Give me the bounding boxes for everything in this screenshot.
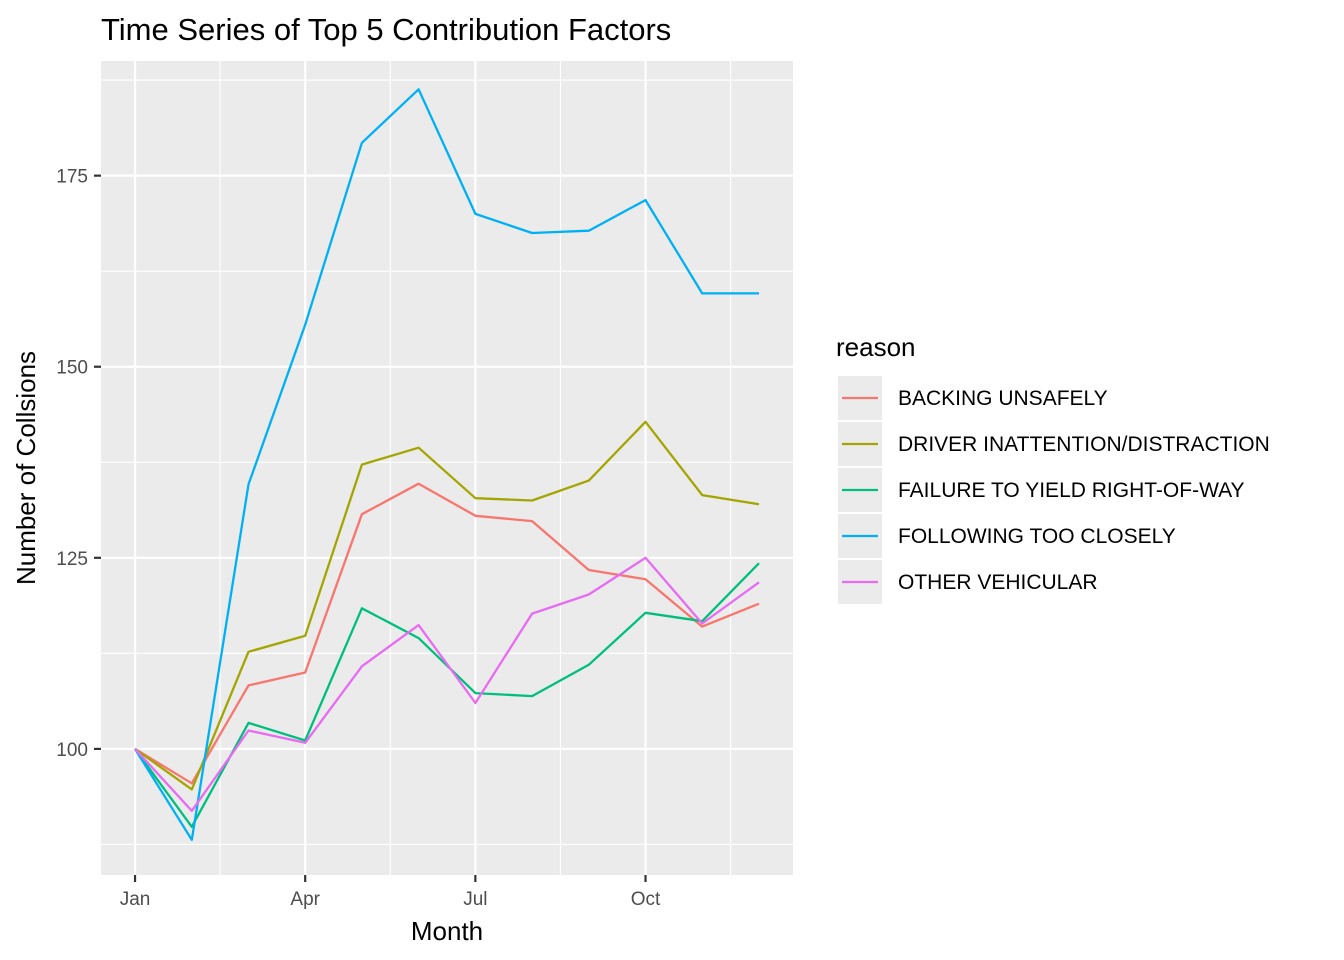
x-axis: Jan Apr Jul Oct <box>120 875 661 910</box>
y-tick-label: 125 <box>56 549 88 570</box>
x-axis-title: Month <box>411 916 483 946</box>
legend-title: reason <box>836 332 916 362</box>
series-line <box>134 482 760 785</box>
y-axis: 100 125 150 175 <box>56 167 101 761</box>
x-tick-label: Oct <box>631 889 661 910</box>
series-line <box>134 420 760 791</box>
y-axis-title: Number of Collsions <box>11 351 41 585</box>
x-tick-label: Apr <box>290 889 320 910</box>
legend-label: OTHER VEHICULAR <box>898 571 1098 594</box>
y-tick-label: 100 <box>56 740 88 761</box>
legend-label: FAILURE TO YIELD RIGHT-OF-WAY <box>898 479 1245 502</box>
legend-label: FOLLOWING TOO CLOSELY <box>898 525 1176 548</box>
y-tick-label: 150 <box>56 358 88 379</box>
legend-label: DRIVER INATTENTION/DISTRACTION <box>898 433 1270 456</box>
legend-item: FOLLOWING TOO CLOSELY <box>838 514 1176 558</box>
legend-item: BACKING UNSAFELY <box>838 376 1108 420</box>
legend-item: OTHER VEHICULAR <box>838 560 1098 604</box>
series-line <box>134 88 759 841</box>
legend: reason BACKING UNSAFELY DRIVER INATTENTIO… <box>836 332 1270 604</box>
x-tick-label: Jan <box>120 889 151 910</box>
chart-title: Time Series of Top 5 Contribution Factor… <box>101 12 671 47</box>
legend-item: FAILURE TO YIELD RIGHT-OF-WAY <box>838 468 1245 512</box>
y-tick-label: 175 <box>56 167 88 188</box>
x-tick-label: Jul <box>463 889 487 910</box>
legend-item: DRIVER INATTENTION/DISTRACTION <box>838 422 1270 466</box>
minor-gridlines <box>101 61 793 875</box>
series-lines <box>134 88 760 841</box>
legend-label: BACKING UNSAFELY <box>898 387 1108 410</box>
series-line <box>134 556 760 812</box>
major-gridlines <box>101 61 793 875</box>
